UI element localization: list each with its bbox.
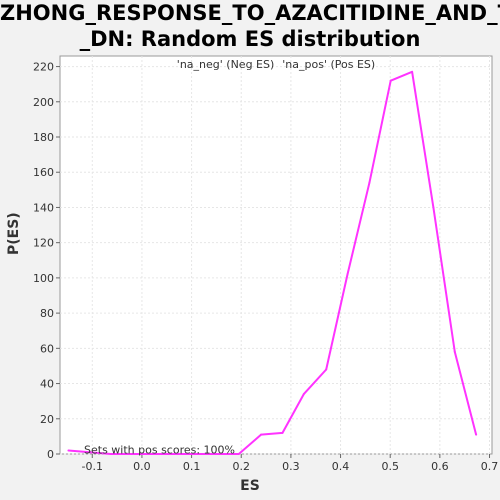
data-point xyxy=(411,70,414,73)
y-tick-label: 120 xyxy=(33,237,54,250)
chart-title-line-2: _DN: Random ES distribution xyxy=(79,27,421,51)
y-tick-label: 160 xyxy=(33,166,54,179)
x-tick-label: 0.7 xyxy=(481,460,499,473)
y-axis-ticks: 0 20 40 60 80 100 120 140 160 180 200 220 xyxy=(33,61,60,461)
data-point xyxy=(368,181,371,184)
x-tick-label: 0.0 xyxy=(133,460,151,473)
data-point xyxy=(172,453,175,455)
data-point xyxy=(281,431,284,434)
data-point xyxy=(260,433,263,436)
data-point xyxy=(67,449,70,452)
y-tick-label: 200 xyxy=(33,96,54,109)
y-tick-label: 180 xyxy=(33,131,54,144)
x-tick-label: 0.3 xyxy=(282,460,300,473)
legend-item-neg: 'na_neg' (Neg ES) xyxy=(177,58,274,71)
x-axis-ticks: -0.1 0.0 0.1 0.2 0.3 0.4 0.5 0.6 0.7 xyxy=(82,454,499,473)
x-tick-label: 0.2 xyxy=(232,460,250,473)
x-tick-label: -0.1 xyxy=(82,460,103,473)
data-point xyxy=(215,453,218,455)
x-axis-label: ES xyxy=(240,478,260,494)
legend: 'na_neg' (Neg ES) 'na_pos' (Pos ES) xyxy=(177,58,375,71)
chart-title: ZHONG_RESPONSE_TO_AZACITIDINE_AND_TSA _D… xyxy=(0,0,500,52)
data-point xyxy=(109,453,112,455)
series-group xyxy=(67,70,478,455)
pos-scores-annotation: Sets with pos scores: 100% xyxy=(84,444,235,457)
data-point xyxy=(432,206,435,209)
data-point xyxy=(453,350,456,353)
data-point xyxy=(130,453,133,455)
y-tick-label: 220 xyxy=(33,61,54,74)
x-tick-label: 0.1 xyxy=(183,460,201,473)
data-point xyxy=(325,368,328,371)
y-tick-label: 0 xyxy=(47,448,54,461)
data-point xyxy=(346,273,349,276)
y-tick-label: 60 xyxy=(40,342,54,355)
plot-area xyxy=(59,55,493,455)
chart-title-line-1: ZHONG_RESPONSE_TO_AZACITIDINE_AND_TSA xyxy=(0,1,500,25)
y-tick-label: 100 xyxy=(33,272,54,285)
x-tick-label: 0.6 xyxy=(431,460,449,473)
y-tick-label: 40 xyxy=(40,378,54,391)
data-point xyxy=(237,453,240,455)
y-tick-label: 140 xyxy=(33,201,54,214)
data-point xyxy=(302,393,305,396)
x-tick-label: 0.4 xyxy=(332,460,350,473)
data-point xyxy=(88,451,91,454)
grid-lines xyxy=(60,56,492,455)
data-point xyxy=(389,79,392,82)
y-tick-label: 20 xyxy=(40,413,54,426)
y-axis-label: P(ES) xyxy=(6,212,22,255)
series-line xyxy=(68,70,478,455)
x-tick-label: 0.5 xyxy=(381,460,399,473)
data-point xyxy=(475,433,478,436)
data-point xyxy=(194,453,197,455)
legend-item-pos: 'na_pos' (Pos ES) xyxy=(282,58,375,71)
y-tick-label: 80 xyxy=(40,307,54,320)
data-point xyxy=(151,453,154,455)
